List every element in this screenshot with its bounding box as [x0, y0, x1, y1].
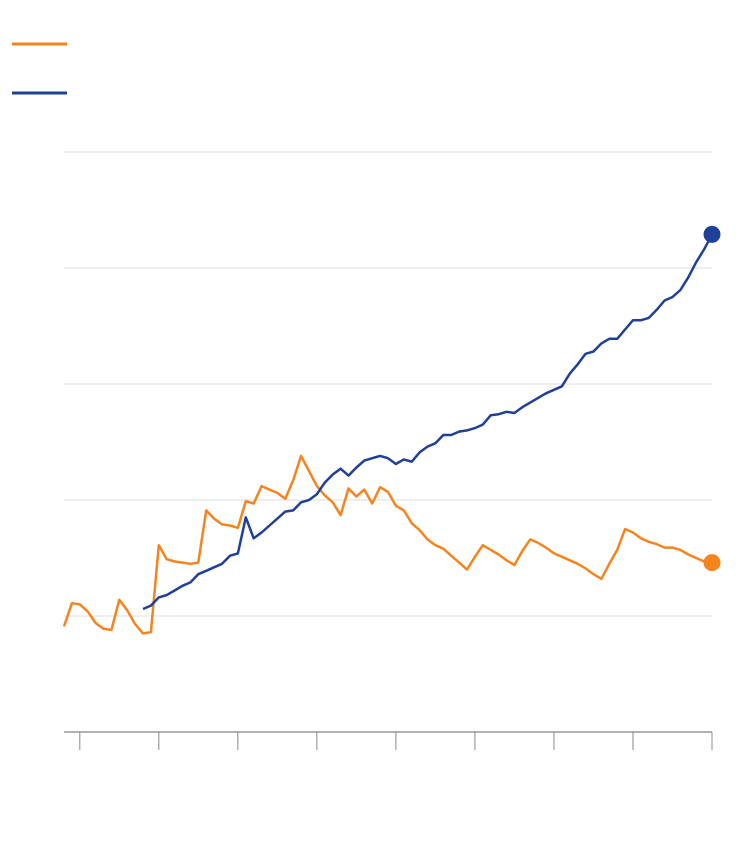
end-marker — [703, 554, 721, 572]
series-line — [142, 233, 714, 611]
end-marker — [703, 225, 721, 243]
series-line — [62, 454, 713, 635]
